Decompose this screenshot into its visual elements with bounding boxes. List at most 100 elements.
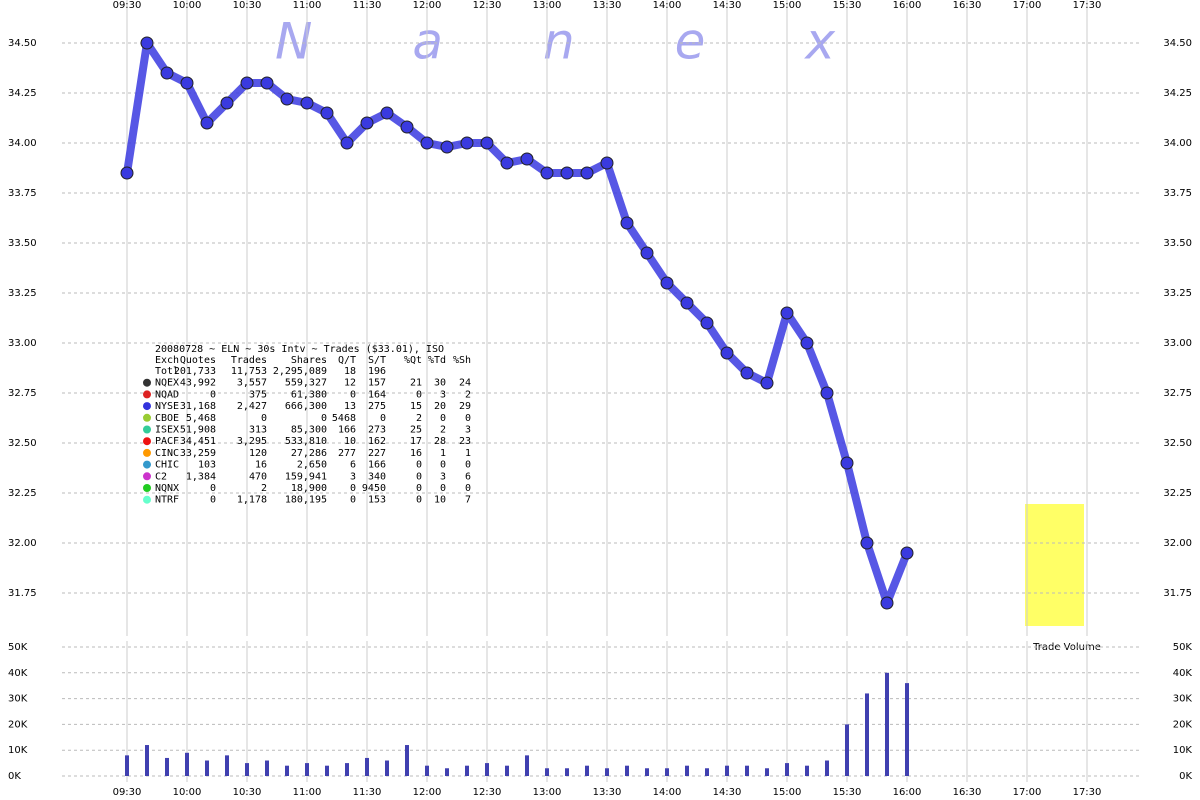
volume-bar: [765, 768, 769, 776]
table-cell: 0: [416, 389, 422, 400]
volume-bar: [405, 745, 409, 776]
table-cell: 21: [410, 378, 422, 389]
y-tick-label: 31.75: [1163, 588, 1192, 599]
table-cell: 51,908: [180, 425, 216, 436]
table-cell: NQAD: [155, 389, 179, 400]
table-cell: 85,300: [291, 425, 327, 436]
y-tick-label: 20K: [8, 719, 28, 730]
x-tick-label: 13:30: [593, 787, 622, 798]
x-tick-label: 11:30: [353, 0, 382, 11]
x-tick-label: 12:30: [473, 787, 502, 798]
y-tick-label: 50K: [8, 642, 28, 653]
table-cell: 180,195: [285, 495, 327, 506]
trade-marker: [740, 366, 754, 380]
x-tick-label: 10:30: [233, 0, 262, 11]
table-cell: 375: [249, 389, 267, 400]
volume-bar: [465, 765, 469, 776]
table-cell: 0: [465, 460, 471, 471]
table-cell: 18,900: [291, 483, 327, 494]
x-tick-label: 13:00: [533, 0, 562, 11]
x-tick-label: 12:00: [413, 0, 442, 11]
column-header: %Sh: [453, 355, 471, 366]
volume-bar: [265, 760, 269, 776]
y-tick-label: 34.25: [8, 88, 37, 99]
table-cell: 2,427: [237, 401, 267, 412]
table-cell: 61,380: [291, 389, 327, 400]
table-cell: 2: [440, 425, 446, 436]
x-tick-label: 16:00: [893, 0, 922, 11]
table-cell: 1: [440, 448, 446, 459]
trade-marker: [800, 336, 814, 350]
table-cell: CHIC: [155, 460, 179, 471]
y-tick-label: 10K: [8, 745, 28, 756]
table-cell: 0: [321, 413, 327, 424]
table-cell: 533,810: [285, 436, 327, 447]
volume-bar: [145, 745, 149, 776]
legend-marker: [143, 378, 151, 387]
table-cell: 3,295: [237, 436, 267, 447]
table-cell: 29: [459, 401, 471, 412]
table-cell: 0: [380, 413, 386, 424]
trade-marker: [380, 106, 394, 120]
trade-marker: [620, 216, 634, 230]
trade-marker: [600, 156, 614, 170]
table-cell: 227: [368, 448, 386, 459]
x-tick-label: 11:30: [353, 787, 382, 798]
y-tick-label: 30K: [8, 694, 28, 705]
volume-bar: [205, 760, 209, 776]
table-cell: 2: [465, 389, 471, 400]
trade-marker: [260, 76, 274, 90]
x-tick-label: 15:00: [773, 787, 802, 798]
y-tick-label: 33.25: [8, 288, 37, 299]
table-cell: 0: [210, 389, 216, 400]
volume-bar: [825, 760, 829, 776]
trade-marker: [300, 96, 314, 110]
table-cell: 0: [261, 413, 267, 424]
table-cell: 277: [338, 448, 356, 459]
table-cell: 166: [368, 460, 386, 471]
table-cell: 11,753: [231, 366, 267, 377]
table-cell: 0: [416, 460, 422, 471]
volume-bar: [725, 765, 729, 776]
volume-bar: [785, 763, 789, 776]
y-tick-label: 34.00: [8, 138, 37, 149]
volume-bar: [225, 755, 229, 776]
y-tick-label: 32.75: [1163, 388, 1192, 399]
table-cell: 30: [434, 378, 446, 389]
trade-marker: [440, 140, 454, 154]
table-cell: 201,733: [174, 366, 216, 377]
legend-marker: [143, 437, 151, 446]
table-cell: 34,451: [180, 436, 216, 447]
trade-marker: [140, 36, 154, 50]
y-tick-label: 32.00: [1163, 538, 1192, 549]
trade-marker: [760, 376, 774, 390]
table-cell: 31,168: [180, 401, 216, 412]
y-tick-label: 32.25: [1163, 488, 1192, 499]
volume-bar: [325, 765, 329, 776]
y-tick-label: 50K: [1173, 642, 1193, 653]
table-cell: 470: [249, 471, 267, 482]
table-cell: 166: [338, 425, 356, 436]
x-tick-label: 10:00: [173, 0, 202, 11]
trade-marker: [360, 116, 374, 130]
volume-bar: [425, 765, 429, 776]
trade-marker: [400, 120, 414, 134]
y-tick-label: 32.50: [8, 438, 37, 449]
volume-bar: [485, 763, 489, 776]
trade-marker: [560, 166, 574, 180]
trade-marker: [640, 246, 654, 260]
trade-marker: [220, 96, 234, 110]
volume-bar: [605, 768, 609, 776]
table-cell: 157: [368, 378, 386, 389]
table-cell: 10: [344, 436, 356, 447]
table-cell: 24: [459, 378, 471, 389]
x-tick-label: 13:00: [533, 787, 562, 798]
volume-bar: [865, 693, 869, 776]
table-cell: 1: [465, 448, 471, 459]
table-cell: 120: [249, 448, 267, 459]
table-cell: 196: [368, 366, 386, 377]
volume-legend-swatch: [1025, 504, 1084, 626]
y-tick-label: 33.75: [1163, 188, 1192, 199]
trade-marker: [540, 166, 554, 180]
